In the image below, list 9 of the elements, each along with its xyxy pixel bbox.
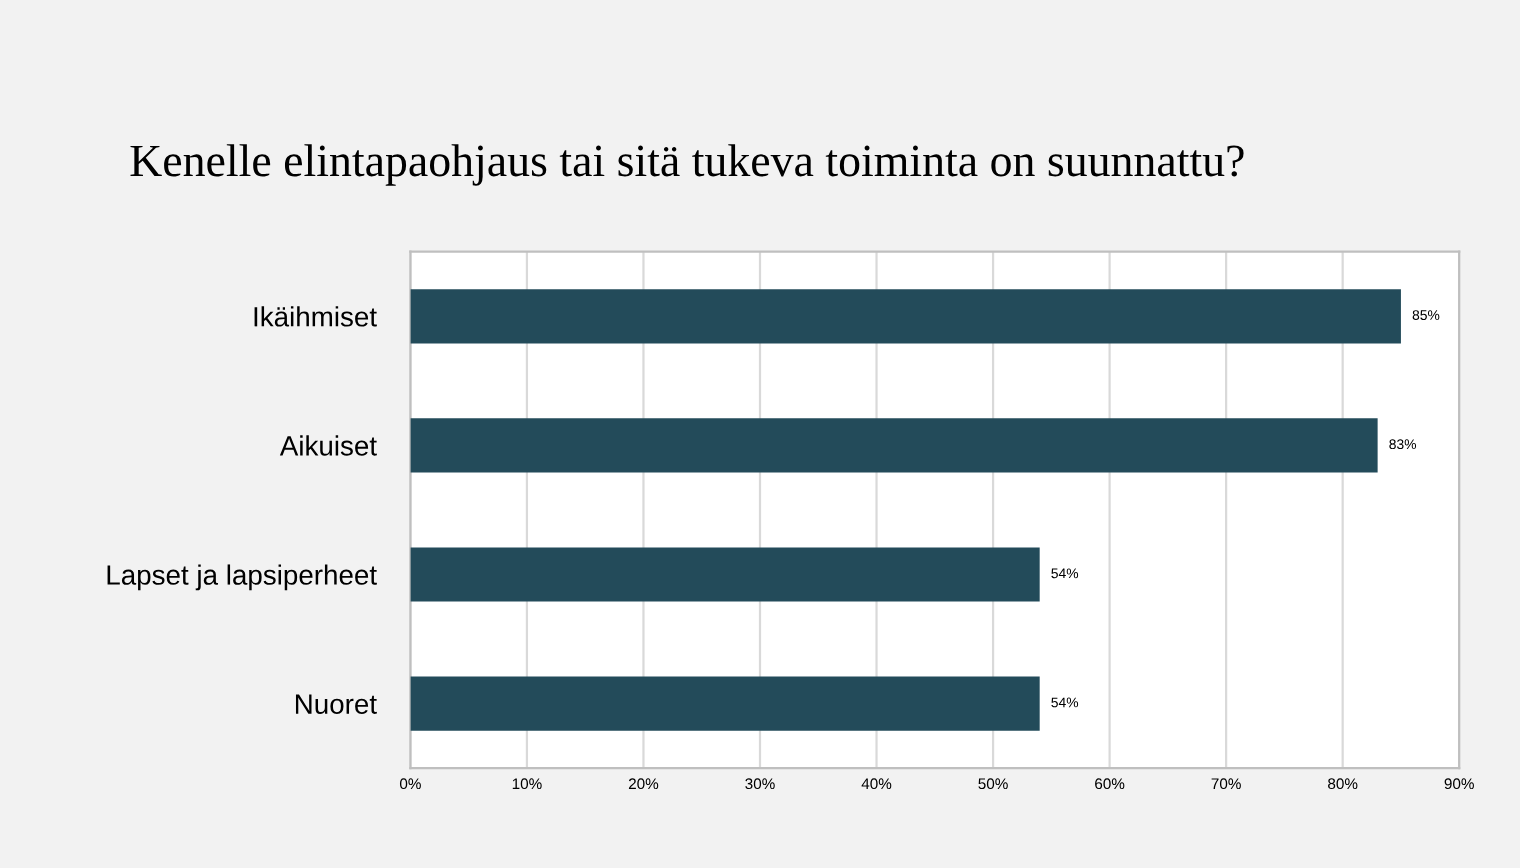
bar [410,289,1401,344]
bar [410,676,1040,731]
y-tick-label: Aikuiset [279,435,377,456]
y-tick-label: Ikäihmiset [254,306,377,327]
bar [410,418,1378,473]
chart-title: Kenelle elintapaohjaus tai sitä tukeva toiminta on suunnattu? [130,144,1244,186]
y-tick-label: Lapset ja lapsiperheet [107,564,377,591]
bar [410,547,1040,602]
y-tick-label: Nuoret [295,694,377,714]
